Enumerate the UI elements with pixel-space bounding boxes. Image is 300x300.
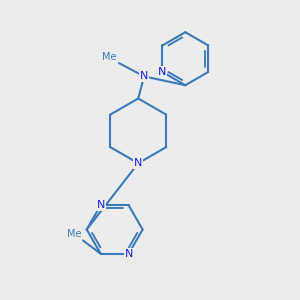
Text: N: N (158, 67, 166, 77)
Text: N: N (124, 249, 133, 259)
Text: Me: Me (67, 229, 82, 239)
Text: N: N (134, 158, 142, 168)
Text: N: N (97, 200, 105, 210)
Text: Me: Me (102, 52, 117, 62)
Text: N: N (140, 71, 148, 81)
